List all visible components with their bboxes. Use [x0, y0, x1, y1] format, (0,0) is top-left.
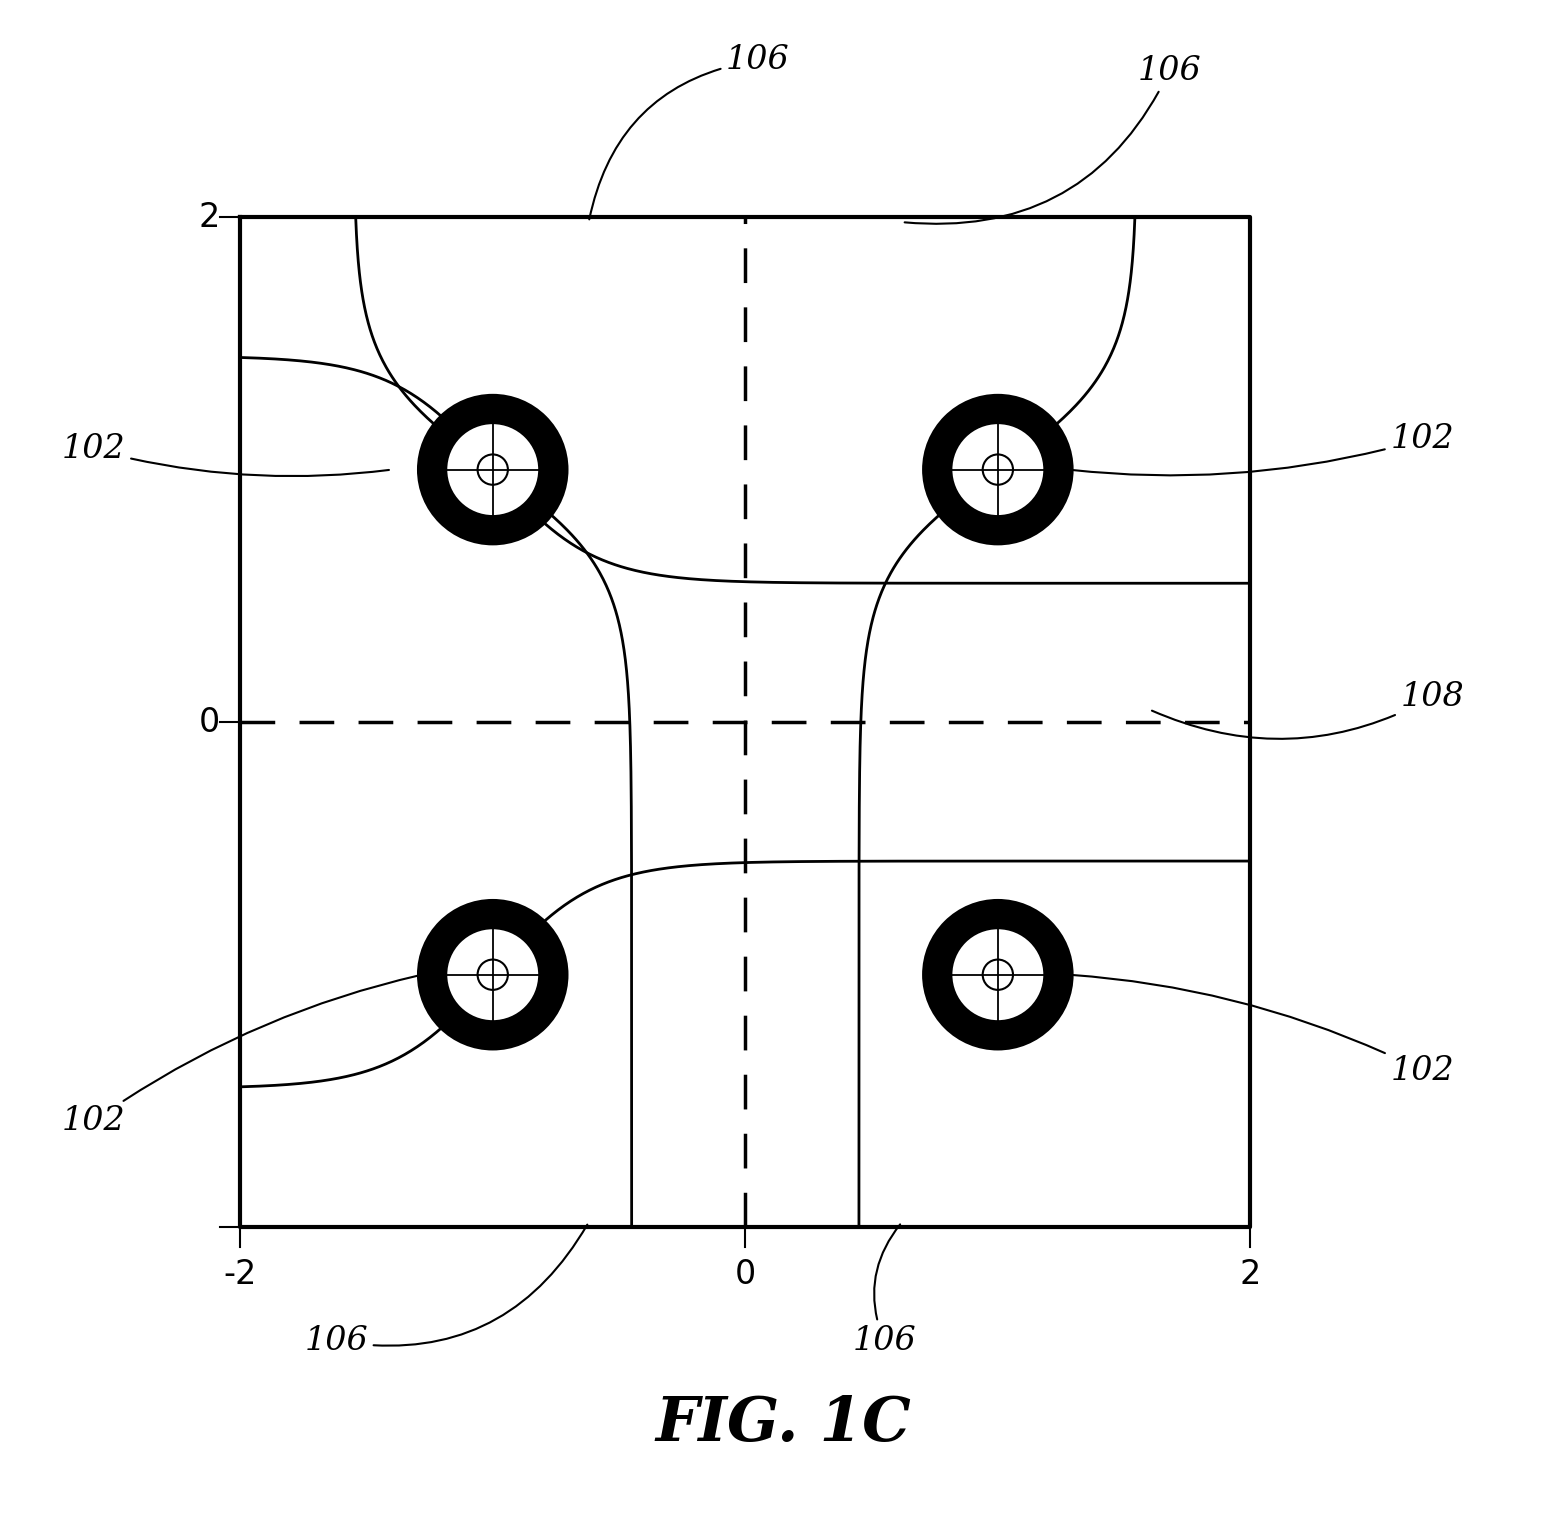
Text: 102: 102	[1071, 976, 1453, 1086]
Circle shape	[952, 424, 1043, 515]
Text: 0: 0	[199, 706, 219, 739]
Circle shape	[478, 454, 507, 485]
Text: 0: 0	[734, 1257, 756, 1291]
Circle shape	[417, 394, 568, 545]
Circle shape	[448, 929, 539, 1020]
Text: 106: 106	[852, 1224, 916, 1357]
Text: 106: 106	[905, 55, 1201, 224]
Text: 106: 106	[589, 44, 789, 220]
Circle shape	[952, 929, 1043, 1020]
Circle shape	[417, 898, 568, 1050]
Text: 2: 2	[1240, 1257, 1261, 1291]
Circle shape	[922, 898, 1074, 1050]
Circle shape	[983, 454, 1013, 485]
Circle shape	[478, 959, 507, 989]
Text: 2: 2	[199, 200, 219, 233]
Text: FIG. 1C: FIG. 1C	[655, 1394, 911, 1454]
Circle shape	[983, 959, 1013, 989]
Text: 102: 102	[61, 433, 388, 476]
Text: 102: 102	[1071, 423, 1453, 476]
Text: 102: 102	[61, 976, 420, 1138]
Circle shape	[922, 394, 1074, 545]
Text: 106: 106	[304, 1224, 587, 1357]
Text: -2: -2	[224, 1257, 257, 1291]
Circle shape	[448, 424, 539, 515]
Text: 108: 108	[1153, 680, 1464, 739]
